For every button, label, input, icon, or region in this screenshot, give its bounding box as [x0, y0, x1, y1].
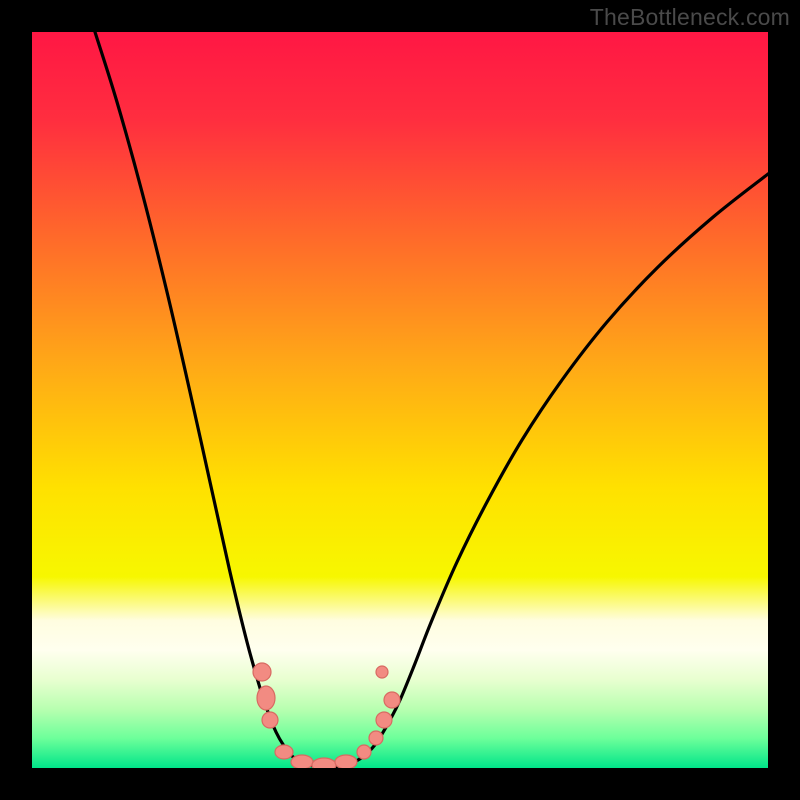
- marker-bead: [312, 758, 336, 768]
- gradient-background: [32, 32, 768, 768]
- marker-bead: [291, 755, 313, 768]
- marker-bead: [253, 663, 271, 681]
- marker-bead: [376, 666, 388, 678]
- marker-bead: [376, 712, 392, 728]
- marker-bead: [335, 755, 357, 768]
- chart-svg: [32, 32, 768, 768]
- plot-area: [32, 32, 768, 768]
- marker-bead: [275, 745, 293, 759]
- marker-bead: [357, 745, 371, 759]
- watermark-text: TheBottleneck.com: [590, 4, 790, 31]
- marker-bead: [369, 731, 383, 745]
- chart-canvas: TheBottleneck.com: [0, 0, 800, 800]
- marker-bead: [384, 692, 400, 708]
- marker-bead: [262, 712, 278, 728]
- marker-bead: [257, 686, 275, 710]
